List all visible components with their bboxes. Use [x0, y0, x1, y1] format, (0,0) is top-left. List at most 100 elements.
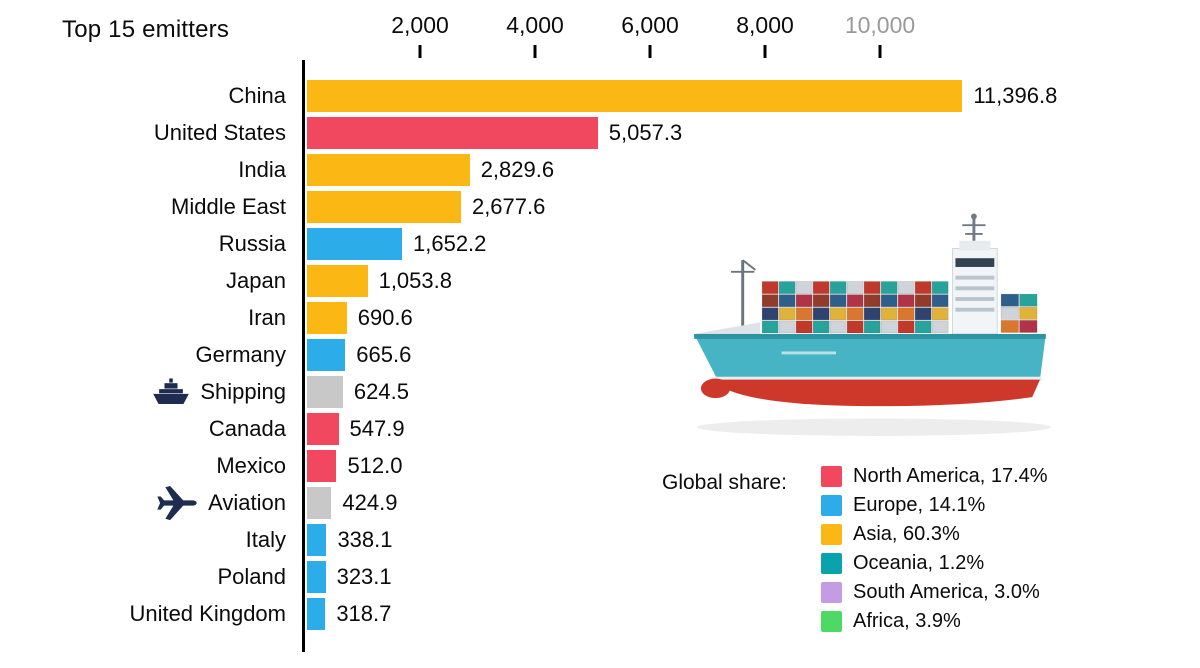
- bar: [307, 301, 347, 334]
- bar-category-text: Japan: [226, 267, 286, 293]
- bar-row: United States 5,057.3: [0, 114, 1200, 151]
- bar-track: 1,053.8: [302, 262, 1200, 299]
- x-tick-label: 4,000: [506, 12, 564, 38]
- bar-rows: China 11,396.8 United States 5,057.3 Ind…: [0, 77, 1200, 632]
- bar-value-label: 2,677.6: [471, 193, 546, 219]
- legend-swatch: [821, 582, 842, 603]
- bar-value-label: 1,053.8: [378, 267, 452, 293]
- bar-track: 2,677.6: [302, 188, 1200, 225]
- bar-value-label: 2,829.6: [480, 156, 555, 182]
- legend-entry: Europe, 14.1%: [821, 494, 1048, 516]
- legend-text: North America, 17.4%: [853, 465, 1048, 487]
- x-tick-mark: [418, 45, 422, 58]
- bar-row: Middle East 2,677.6: [0, 188, 1200, 225]
- bar-value-label: 323.1: [336, 563, 392, 589]
- bar: [307, 227, 402, 260]
- bar: [307, 79, 963, 112]
- bar: [307, 412, 339, 445]
- legend-text: Asia, 60.3%: [853, 523, 960, 545]
- bar-value-label: 5,057.3: [608, 119, 683, 145]
- bar-category-text: China: [228, 82, 286, 108]
- bar-category-text: United States: [153, 119, 286, 145]
- bar-value-label: 11,396.8: [973, 82, 1058, 108]
- bar-track: 512.0: [302, 447, 1200, 484]
- bar-value-label: 1,652.2: [413, 230, 487, 256]
- bar-track: 690.6: [302, 299, 1200, 336]
- bar-row: Mexico 512.0: [0, 447, 1200, 484]
- bar-value-label: 690.6: [357, 304, 413, 330]
- bar: [307, 597, 326, 630]
- x-axis: 2,000 4,000 6,000 8,000 10,000: [305, 12, 995, 60]
- x-tick-mark: [648, 45, 652, 58]
- bar-category-text: Mexico: [216, 452, 286, 478]
- chart-title: Top 15 emitters: [62, 16, 230, 43]
- bar-track: 323.1: [302, 558, 1200, 595]
- bar: [307, 523, 327, 556]
- bar-category-label: Mexico: [0, 453, 302, 479]
- container-ship-svg: [694, 213, 1051, 436]
- bar-category-label: China: [0, 83, 302, 109]
- container-stacks: [761, 281, 1038, 334]
- bar-row: Shipping 624.5: [0, 373, 1200, 410]
- legend-swatch: [821, 524, 842, 545]
- bar-category-text: Iran: [248, 304, 286, 330]
- bar-category-text: United Kingdom: [129, 600, 286, 626]
- bar-value-label: 624.5: [353, 378, 409, 404]
- bar: [307, 190, 461, 223]
- legend-swatch: [821, 553, 842, 574]
- bar-category-label: Russia: [0, 231, 302, 257]
- bar-track: 2,829.6: [302, 151, 1200, 188]
- bar-category-label: Italy: [0, 527, 302, 553]
- bar-category-label: Aviation: [0, 482, 302, 524]
- y-axis-line: [302, 60, 305, 652]
- bar-row: Germany 665.6: [0, 336, 1200, 373]
- legend-entry: North America, 17.4%: [821, 465, 1048, 487]
- bar-category-label: Canada: [0, 416, 302, 442]
- legend-text: South America, 3.0%: [853, 581, 1040, 603]
- bar: [307, 375, 343, 408]
- bar: [307, 449, 337, 482]
- legend-entry: Asia, 60.3%: [821, 523, 1048, 545]
- x-tick-label: 10,000: [844, 12, 916, 38]
- bar-category-text: Aviation: [208, 489, 286, 515]
- legend-text: Europe, 14.1%: [853, 494, 986, 516]
- legend-text: Oceania, 1.2%: [853, 552, 985, 574]
- bar-track: 624.5: [302, 373, 1200, 410]
- plane-icon: [156, 482, 198, 524]
- legend-swatch: [821, 466, 842, 487]
- bar: [307, 486, 332, 519]
- bar-category-label: United States: [0, 120, 302, 146]
- bar-value-label: 665.6: [356, 341, 412, 367]
- bar: [307, 116, 598, 149]
- bar-category-label: Shipping: [0, 377, 302, 406]
- bar-category-text: Italy: [245, 526, 286, 552]
- bar-track: 665.6: [302, 336, 1200, 373]
- bar: [307, 560, 326, 593]
- container-ship-illustration: [665, 138, 1073, 460]
- bar-track: 318.7: [302, 595, 1200, 632]
- legend-swatch: [821, 495, 842, 516]
- bar-value-label: 547.9: [349, 415, 405, 441]
- bar-category-label: Japan: [0, 268, 302, 294]
- bar-row: Russia 1,652.2: [0, 225, 1200, 262]
- ship-icon: [152, 377, 190, 406]
- bar-category-label: Poland: [0, 564, 302, 590]
- legend-text: Africa, 3.9%: [853, 610, 961, 632]
- bar: [307, 338, 346, 371]
- legend-swatch: [821, 611, 842, 632]
- bar-value-label: 318.7: [336, 600, 392, 626]
- bar-category-label: Germany: [0, 342, 302, 368]
- bar-track: 1,652.2: [302, 225, 1200, 262]
- bar-row: Poland 323.1: [0, 558, 1200, 595]
- bar-row: India 2,829.6: [0, 151, 1200, 188]
- bar-track: 5,057.3: [302, 114, 1200, 151]
- bar-category-label: Iran: [0, 305, 302, 331]
- legend-entry: Africa, 3.9%: [821, 610, 1048, 632]
- legend: North America, 17.4% Europe, 14.1% Asia, 6…: [821, 465, 1048, 632]
- bar-category-text: Russia: [218, 230, 286, 256]
- bar-category-text: India: [238, 156, 286, 182]
- bar-category-label: Middle East: [0, 194, 302, 220]
- bar: [307, 153, 470, 186]
- x-tick-mark: [763, 45, 767, 58]
